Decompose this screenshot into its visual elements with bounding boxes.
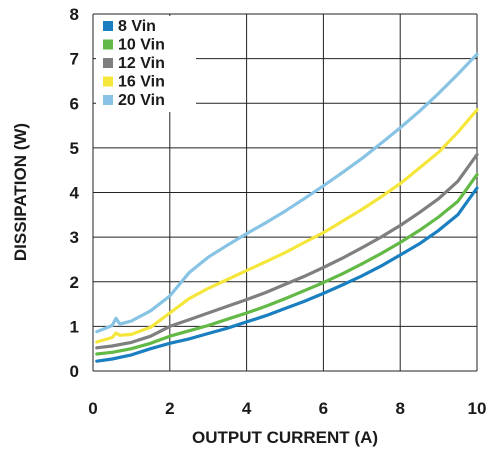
- legend-entry-label: 10 Vin: [118, 37, 165, 54]
- y-tick-label: 7: [70, 50, 79, 69]
- y-tick-label: 6: [70, 94, 79, 113]
- y-tick-label: 8: [70, 5, 79, 24]
- x-tick-label: 8: [395, 399, 404, 418]
- series-line-8-vin: [95, 186, 479, 363]
- legend-entry-label: 12 Vin: [118, 55, 165, 72]
- legend-entry-label: 8 Vin: [118, 18, 156, 35]
- chart-series-group: [95, 52, 479, 363]
- legend-entry-label: 20 Vin: [118, 92, 165, 109]
- y-tick-label: 0: [70, 362, 79, 381]
- x-axis-label: OUTPUT CURRENT (A): [192, 428, 378, 447]
- legend-swatch: [103, 76, 113, 87]
- series-line-16-vin: [95, 108, 479, 344]
- series-line-20-vin: [95, 52, 479, 334]
- x-tick-label: 0: [88, 399, 97, 418]
- legend-swatch: [103, 39, 113, 50]
- y-tick-label: 2: [70, 273, 79, 292]
- legend-entry-label: 16 Vin: [118, 74, 165, 91]
- series-line-10-vin: [95, 173, 479, 356]
- legend-swatch: [103, 58, 113, 68]
- y-tick-label: 5: [70, 139, 79, 158]
- y-tick-label: 1: [70, 317, 79, 336]
- y-tick-label: 3: [70, 228, 79, 247]
- chart-grid: [92, 13, 478, 372]
- y-tick-label: 4: [70, 184, 80, 203]
- y-axis-ticks: 0 1 2 3 4 5 6 7 8: [70, 5, 80, 381]
- x-tick-label: 2: [165, 399, 174, 418]
- x-tick-label: 6: [319, 399, 328, 418]
- series-line-12-vin: [95, 153, 479, 350]
- y-axis-label: DISSIPATION (W): [11, 123, 30, 261]
- legend-swatch: [103, 95, 113, 105]
- x-axis-ticks: 0 2 4 6 8 10: [88, 399, 486, 418]
- x-tick-label: 10: [468, 399, 487, 418]
- x-tick-label: 4: [242, 399, 252, 418]
- legend-swatch: [103, 21, 113, 31]
